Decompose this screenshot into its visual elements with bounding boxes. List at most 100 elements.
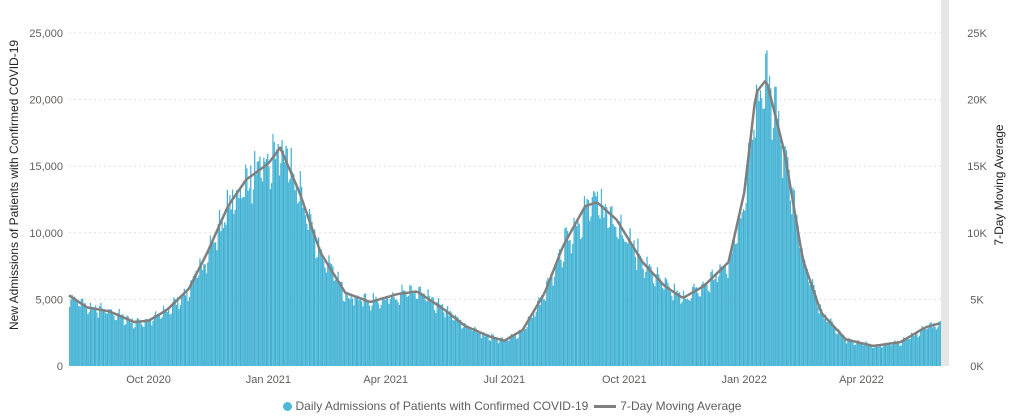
daily-bar[interactable] [72, 296, 75, 366]
daily-bar[interactable] [895, 341, 897, 366]
daily-bar[interactable] [736, 243, 738, 366]
daily-bar[interactable] [874, 345, 876, 366]
daily-bar[interactable] [757, 90, 759, 367]
daily-bar[interactable] [838, 329, 840, 366]
daily-bar[interactable] [703, 283, 706, 366]
daily-bar[interactable] [911, 332, 913, 366]
daily-bar[interactable] [521, 330, 523, 366]
daily-bar[interactable] [542, 297, 544, 366]
daily-bar[interactable] [145, 318, 148, 366]
daily-bar[interactable] [93, 308, 96, 366]
daily-bar[interactable] [728, 260, 730, 366]
daily-bar[interactable] [551, 271, 553, 366]
daily-bar[interactable] [568, 240, 570, 366]
daily-bar[interactable] [466, 328, 468, 366]
daily-bar[interactable] [444, 317, 446, 366]
daily-bar[interactable] [225, 224, 227, 366]
daily-bar[interactable] [110, 309, 112, 366]
daily-bar[interactable] [439, 304, 441, 366]
daily-bar[interactable] [435, 313, 437, 366]
daily-bar[interactable] [808, 281, 810, 366]
daily-bar[interactable] [635, 269, 638, 366]
daily-bar[interactable] [87, 314, 89, 366]
daily-bar[interactable] [891, 344, 893, 366]
daily-bar[interactable] [720, 266, 722, 366]
daily-bar[interactable] [921, 326, 923, 366]
daily-bar[interactable] [702, 281, 704, 366]
daily-bar[interactable] [480, 338, 483, 366]
daily-bar[interactable] [692, 287, 694, 366]
daily-bar[interactable] [409, 284, 411, 366]
daily-bar[interactable] [229, 195, 231, 366]
daily-bar[interactable] [589, 220, 591, 366]
daily-bar[interactable] [646, 256, 648, 366]
daily-bar[interactable] [861, 343, 863, 366]
daily-bar[interactable] [735, 244, 737, 366]
daily-bar[interactable] [359, 298, 361, 366]
daily-bar[interactable] [467, 326, 470, 366]
daily-bar[interactable] [844, 339, 846, 366]
daily-bar[interactable] [851, 341, 853, 366]
daily-bar[interactable] [677, 293, 679, 366]
daily-bar[interactable] [843, 335, 845, 366]
daily-bar[interactable] [920, 328, 922, 366]
daily-bar[interactable] [621, 235, 623, 366]
daily-bar[interactable] [263, 157, 265, 366]
daily-bar[interactable] [595, 196, 597, 366]
daily-bar[interactable] [586, 198, 588, 366]
daily-bar[interactable] [903, 337, 905, 366]
daily-bar[interactable] [91, 308, 93, 366]
daily-bar[interactable] [847, 338, 849, 366]
daily-bar[interactable] [922, 328, 924, 366]
daily-bar[interactable] [252, 189, 255, 366]
daily-bar[interactable] [203, 264, 205, 366]
daily-bar[interactable] [101, 308, 103, 366]
daily-bar[interactable] [565, 227, 567, 366]
daily-bar[interactable] [634, 256, 636, 366]
daily-bar[interactable] [310, 214, 312, 366]
daily-bar[interactable] [109, 309, 111, 366]
daily-bar[interactable] [401, 284, 403, 366]
daily-bar[interactable] [251, 203, 253, 366]
daily-bar[interactable] [784, 146, 786, 366]
daily-bar[interactable] [606, 207, 608, 366]
daily-bar[interactable] [758, 101, 760, 367]
daily-bar[interactable] [662, 287, 664, 366]
daily-bar[interactable] [106, 313, 109, 366]
daily-bar[interactable] [486, 334, 488, 366]
daily-bar[interactable] [497, 343, 500, 366]
daily-bar[interactable] [824, 314, 827, 366]
daily-bar[interactable] [332, 266, 334, 366]
daily-bar[interactable] [924, 327, 926, 366]
daily-bar[interactable] [475, 328, 477, 366]
daily-bar[interactable] [708, 292, 711, 366]
daily-bar[interactable] [463, 322, 466, 366]
daily-bar[interactable] [752, 139, 754, 366]
daily-bar[interactable] [669, 291, 672, 366]
daily-bar[interactable] [539, 305, 541, 366]
daily-bar[interactable] [770, 88, 772, 366]
daily-bar[interactable] [419, 286, 421, 366]
daily-bar[interactable] [321, 258, 324, 366]
daily-bar[interactable] [194, 273, 196, 366]
daily-bar[interactable] [673, 283, 676, 366]
daily-bar[interactable] [128, 320, 131, 366]
daily-bar[interactable] [900, 345, 902, 366]
daily-bar[interactable] [579, 239, 582, 366]
daily-bar[interactable] [617, 238, 619, 366]
daily-bar[interactable] [592, 191, 595, 366]
daily-bar[interactable] [841, 334, 844, 366]
daily-bar[interactable] [330, 263, 333, 366]
daily-bar[interactable] [705, 284, 707, 366]
daily-bar[interactable] [679, 292, 681, 366]
daily-bar[interactable] [161, 317, 163, 366]
daily-bar[interactable] [341, 281, 343, 366]
daily-bar[interactable] [830, 318, 832, 366]
daily-bar[interactable] [715, 273, 717, 366]
daily-bar[interactable] [426, 301, 428, 366]
daily-bar[interactable] [147, 321, 149, 366]
daily-bar[interactable] [428, 295, 430, 366]
daily-bar[interactable] [591, 196, 593, 366]
daily-bar[interactable] [612, 223, 614, 366]
daily-bar[interactable] [104, 309, 106, 366]
